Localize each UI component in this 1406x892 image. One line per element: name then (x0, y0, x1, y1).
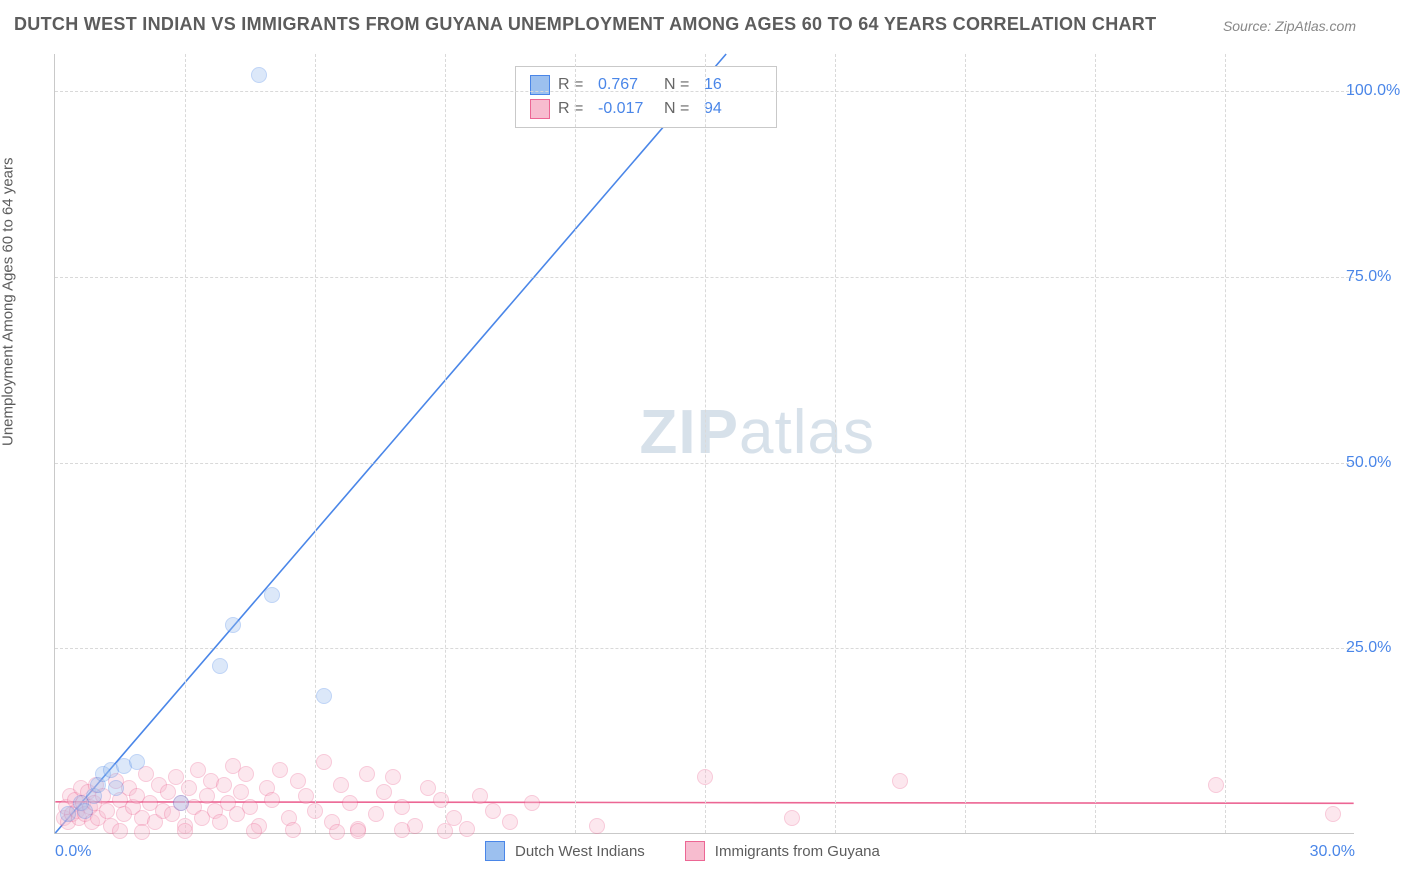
y-tick-label: 25.0% (1346, 639, 1406, 657)
data-point-guyana (524, 795, 540, 811)
data-point-guyana (333, 777, 349, 793)
data-point-guyana (376, 784, 392, 800)
data-point-guyana (272, 762, 288, 778)
data-point-guyana (181, 780, 197, 796)
gridline-v (445, 54, 446, 833)
data-point-guyana (99, 803, 115, 819)
n-value-guyana: 94 (704, 100, 762, 118)
data-point-guyana (697, 769, 713, 785)
data-point-dutch (60, 806, 76, 822)
data-point-guyana (385, 769, 401, 785)
data-point-dutch (316, 688, 332, 704)
data-point-guyana (242, 799, 258, 815)
data-point-guyana (316, 754, 332, 770)
data-point-dutch (251, 67, 267, 83)
data-point-guyana (216, 777, 232, 793)
regression-line-dutch (55, 54, 726, 833)
data-point-guyana (368, 806, 384, 822)
data-point-dutch (129, 754, 145, 770)
data-point-guyana (784, 810, 800, 826)
data-point-guyana (238, 766, 254, 782)
chart-title: DUTCH WEST INDIAN VS IMMIGRANTS FROM GUY… (14, 14, 1156, 35)
data-point-dutch (108, 780, 124, 796)
data-point-guyana (459, 821, 475, 837)
legend-row-guyana: R = -0.017 N = 94 (530, 97, 762, 121)
swatch-dutch (485, 841, 505, 861)
data-point-guyana (290, 773, 306, 789)
data-point-dutch (173, 795, 189, 811)
data-point-dutch (225, 617, 241, 633)
scatter-chart: ZIPatlas R = 0.767 N = 16 R = -0.017 N =… (54, 54, 1354, 834)
legend-label-guyana: Immigrants from Guyana (715, 843, 880, 860)
data-point-guyana (212, 814, 228, 830)
data-point-guyana (246, 823, 262, 839)
legend-item-guyana: Immigrants from Guyana (685, 841, 880, 861)
data-point-guyana (359, 766, 375, 782)
data-point-guyana (1325, 806, 1341, 822)
r-label: R = (558, 100, 590, 118)
data-point-guyana (177, 823, 193, 839)
y-tick-label: 50.0% (1346, 454, 1406, 472)
data-point-guyana (589, 818, 605, 834)
gridline-v (315, 54, 316, 833)
data-point-guyana (502, 814, 518, 830)
data-point-guyana (1208, 777, 1224, 793)
data-point-guyana (394, 822, 410, 838)
gridline-v (965, 54, 966, 833)
data-point-guyana (298, 788, 314, 804)
source-label: Source: (1223, 18, 1271, 34)
x-tick-label: 30.0% (1310, 843, 1355, 861)
gridline-v (575, 54, 576, 833)
legend-item-dutch: Dutch West Indians (485, 841, 645, 861)
data-point-dutch (212, 658, 228, 674)
data-point-guyana (394, 799, 410, 815)
data-point-guyana (892, 773, 908, 789)
swatch-guyana (685, 841, 705, 861)
y-axis-label: Unemployment Among Ages 60 to 64 years (0, 157, 17, 446)
n-label: N = (664, 100, 696, 118)
source-value: ZipAtlas.com (1275, 18, 1356, 34)
legend-row-dutch: R = 0.767 N = 16 (530, 73, 762, 97)
data-point-guyana (307, 803, 323, 819)
data-point-dutch (77, 803, 93, 819)
data-point-guyana (264, 792, 280, 808)
data-point-guyana (112, 823, 128, 839)
data-point-guyana (485, 803, 501, 819)
legend-label-dutch: Dutch West Indians (515, 843, 645, 860)
r-value-guyana: -0.017 (598, 100, 656, 118)
data-point-guyana (285, 822, 301, 838)
data-point-guyana (472, 788, 488, 804)
data-point-guyana (342, 795, 358, 811)
data-point-guyana (350, 823, 366, 839)
x-tick-label: 0.0% (55, 843, 91, 861)
gridline-v (185, 54, 186, 833)
gridline-v (705, 54, 706, 833)
y-tick-label: 75.0% (1346, 268, 1406, 286)
data-point-guyana (134, 824, 150, 840)
source-citation: Source: ZipAtlas.com (1223, 18, 1356, 34)
data-point-guyana (433, 792, 449, 808)
correlation-legend: R = 0.767 N = 16 R = -0.017 N = 94 (515, 66, 777, 128)
data-point-guyana (233, 784, 249, 800)
swatch-guyana (530, 99, 550, 119)
series-legend: Dutch West Indians Immigrants from Guyan… (485, 841, 880, 861)
data-point-guyana (437, 823, 453, 839)
data-point-guyana (329, 824, 345, 840)
gridline-v (835, 54, 836, 833)
gridline-v (1225, 54, 1226, 833)
data-point-dutch (264, 587, 280, 603)
gridline-v (1095, 54, 1096, 833)
data-point-guyana (199, 788, 215, 804)
y-tick-label: 100.0% (1346, 82, 1406, 100)
